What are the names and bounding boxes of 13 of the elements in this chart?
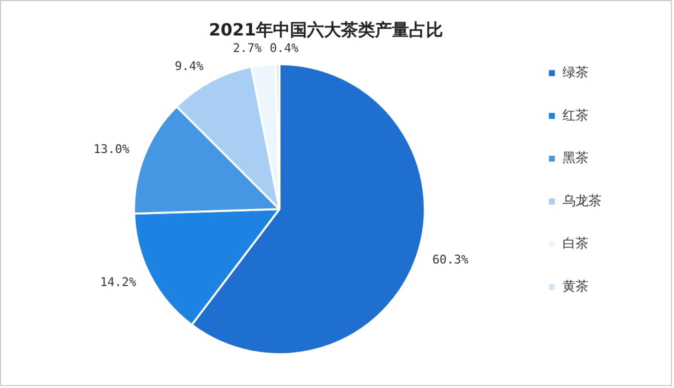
data-label: 0.4% [270,41,298,56]
legend-label: 红茶 [562,108,588,124]
data-label: 2.7% [232,41,262,56]
legend-label: 乌龙茶 [562,194,602,209]
data-label: 13.0% [93,142,130,156]
data-label: 60.3% [432,252,468,266]
legend-label: 黄茶 [562,279,588,294]
data-label: 9.4% [174,59,204,74]
legend-label: 绿茶 [562,65,588,80]
chart-title: 2021年中国六大茶类产量占比 [208,19,444,40]
legend-label: 白茶 [562,236,588,252]
legend-label: 黑茶 [562,151,588,166]
data-label: 14.2% [100,275,136,290]
